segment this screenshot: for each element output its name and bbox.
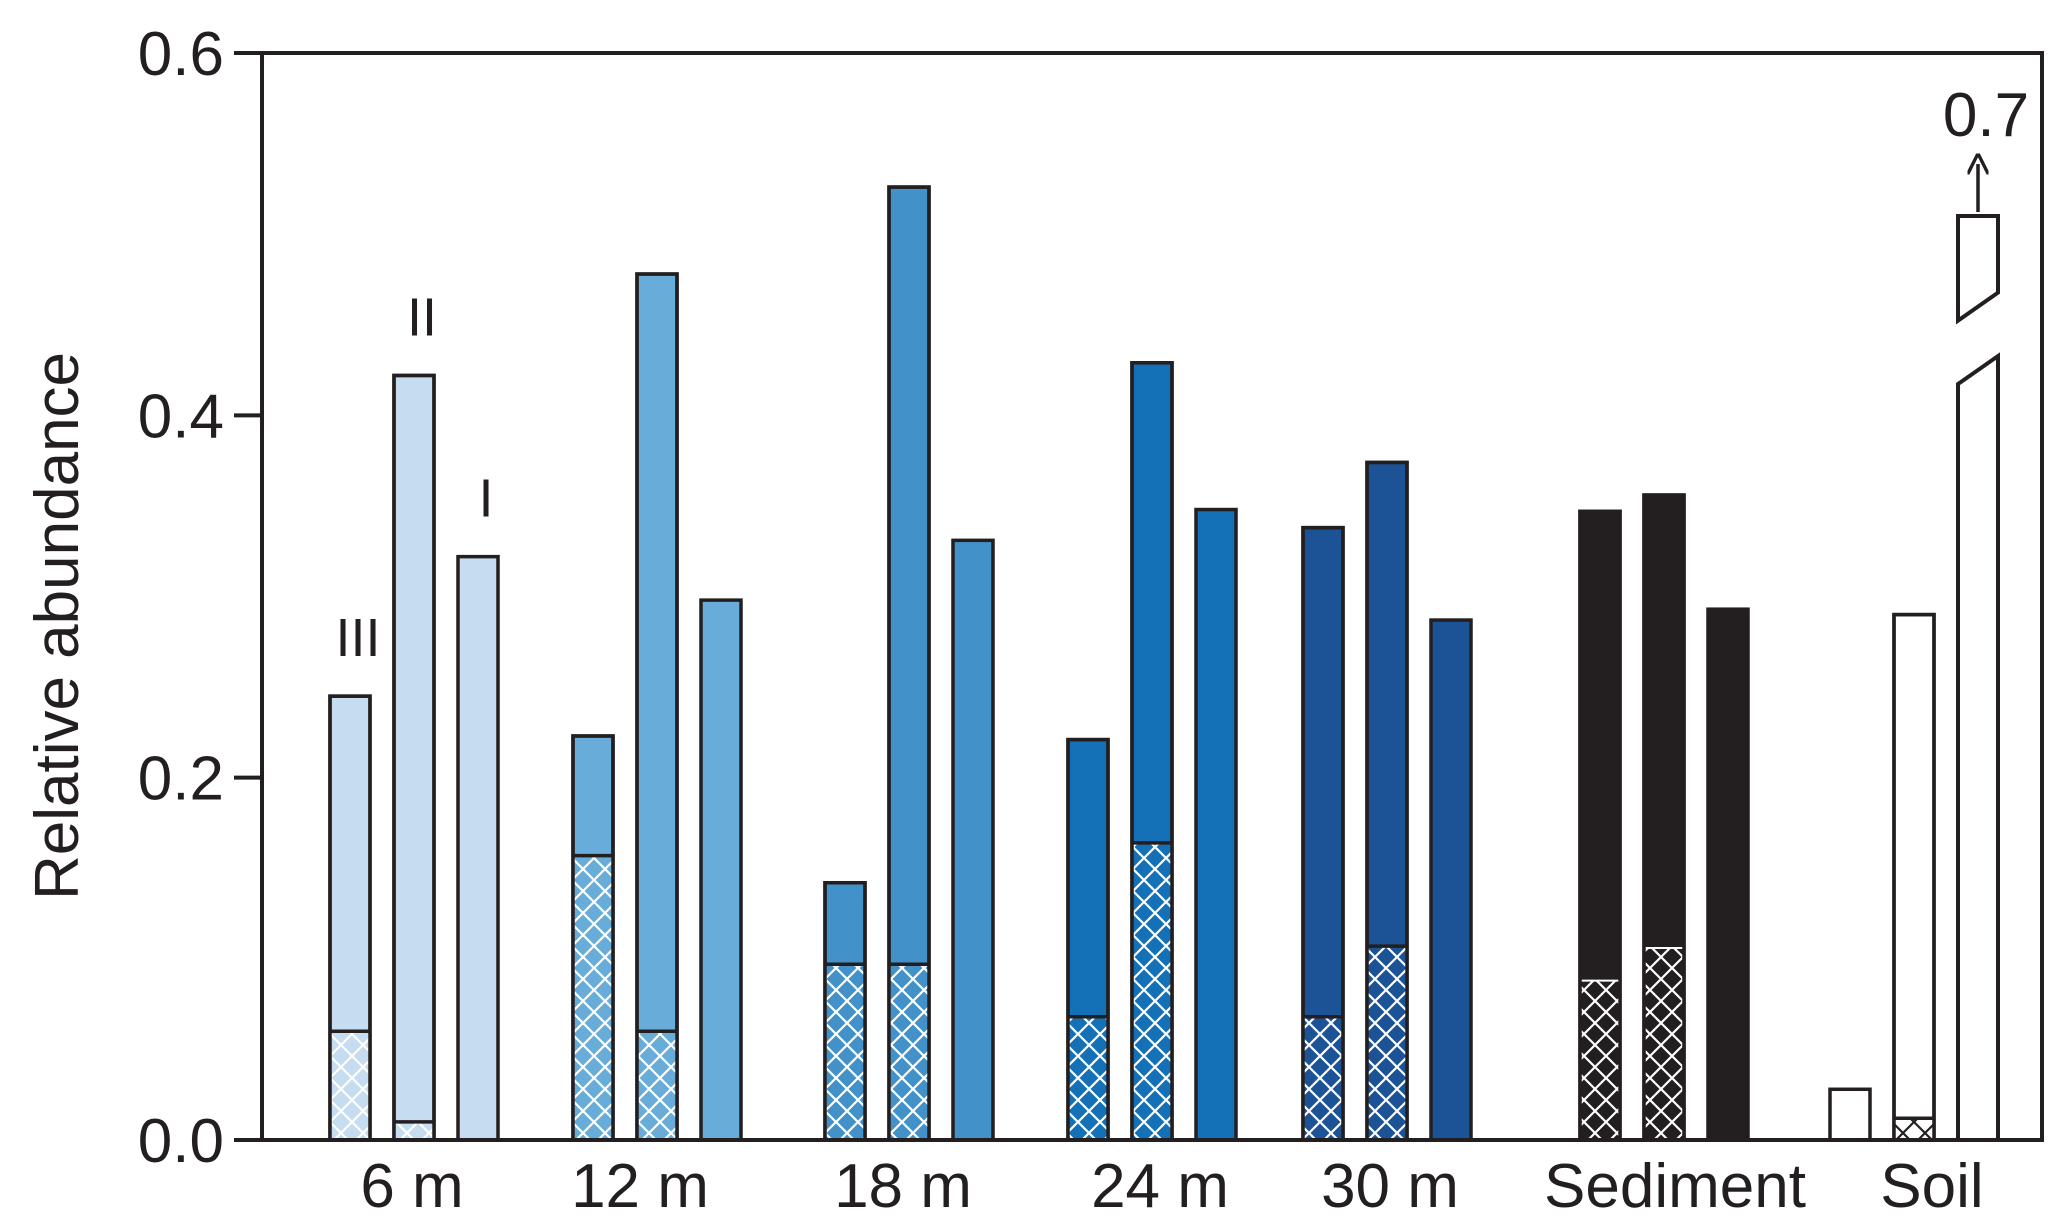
y-tick-label: 0.4	[138, 382, 224, 451]
x-tick-label: 24 m	[1091, 1152, 1229, 1221]
bar-soil-lower-segment	[1956, 352, 2000, 1142]
bar-hatched-segment	[1580, 980, 1620, 1140]
bar	[1706, 607, 1750, 1142]
bar-hatched-segment	[1068, 1016, 1108, 1140]
y-axis: 0.0 0.2 0.4 0.6	[138, 20, 262, 1176]
overflow-label: 0.7	[1943, 81, 2029, 150]
bar-hatched-segment	[573, 855, 613, 1140]
x-tick-label: 6 m	[360, 1152, 463, 1221]
bar	[1194, 507, 1238, 1142]
bar	[1828, 1087, 1872, 1142]
bar-hatched-segment	[825, 964, 865, 1140]
x-tick-label: 12 m	[571, 1152, 709, 1221]
y-tick-label: 0.6	[138, 20, 224, 89]
bar	[635, 272, 679, 1142]
bar	[392, 373, 436, 1142]
x-axis: 6 m 12 m 18 m 24 m 30 m Sediment Soil	[360, 1152, 1983, 1221]
bar-hatched-segment	[1132, 842, 1172, 1140]
bar-hatched-segment	[1367, 946, 1407, 1140]
bar-hatched-segment	[1644, 947, 1684, 1140]
y-tick-label: 0.0	[138, 1107, 224, 1176]
x-tick-label: 30 m	[1321, 1152, 1459, 1221]
bar-label: I	[478, 469, 493, 529]
bar	[951, 538, 995, 1142]
y-tick-label: 0.2	[138, 745, 224, 814]
bar-soil-upper-segment	[1956, 214, 2000, 325]
x-tick-label: Soil	[1880, 1152, 1983, 1221]
bars-layer	[328, 185, 2000, 1142]
plot-frame	[260, 51, 2044, 1142]
bar-hatched-segment	[330, 1031, 370, 1140]
bar-label: III	[335, 608, 380, 668]
bar-hatched-segment	[637, 1031, 677, 1140]
bar-hatched-segment	[1894, 1118, 1934, 1140]
bar	[456, 554, 500, 1142]
bar-label: II	[407, 287, 437, 347]
y-axis-title: Relative abundance	[23, 352, 92, 900]
bar	[1429, 618, 1473, 1142]
x-tick-label: Sediment	[1544, 1152, 1806, 1221]
bar-hatched-segment	[1303, 1016, 1343, 1140]
bar-hatched-segment	[889, 964, 929, 1140]
bar	[699, 598, 743, 1142]
x-tick-label: 18 m	[834, 1152, 972, 1221]
bar-hatched-segment	[394, 1121, 434, 1140]
bar	[1892, 612, 1936, 1142]
